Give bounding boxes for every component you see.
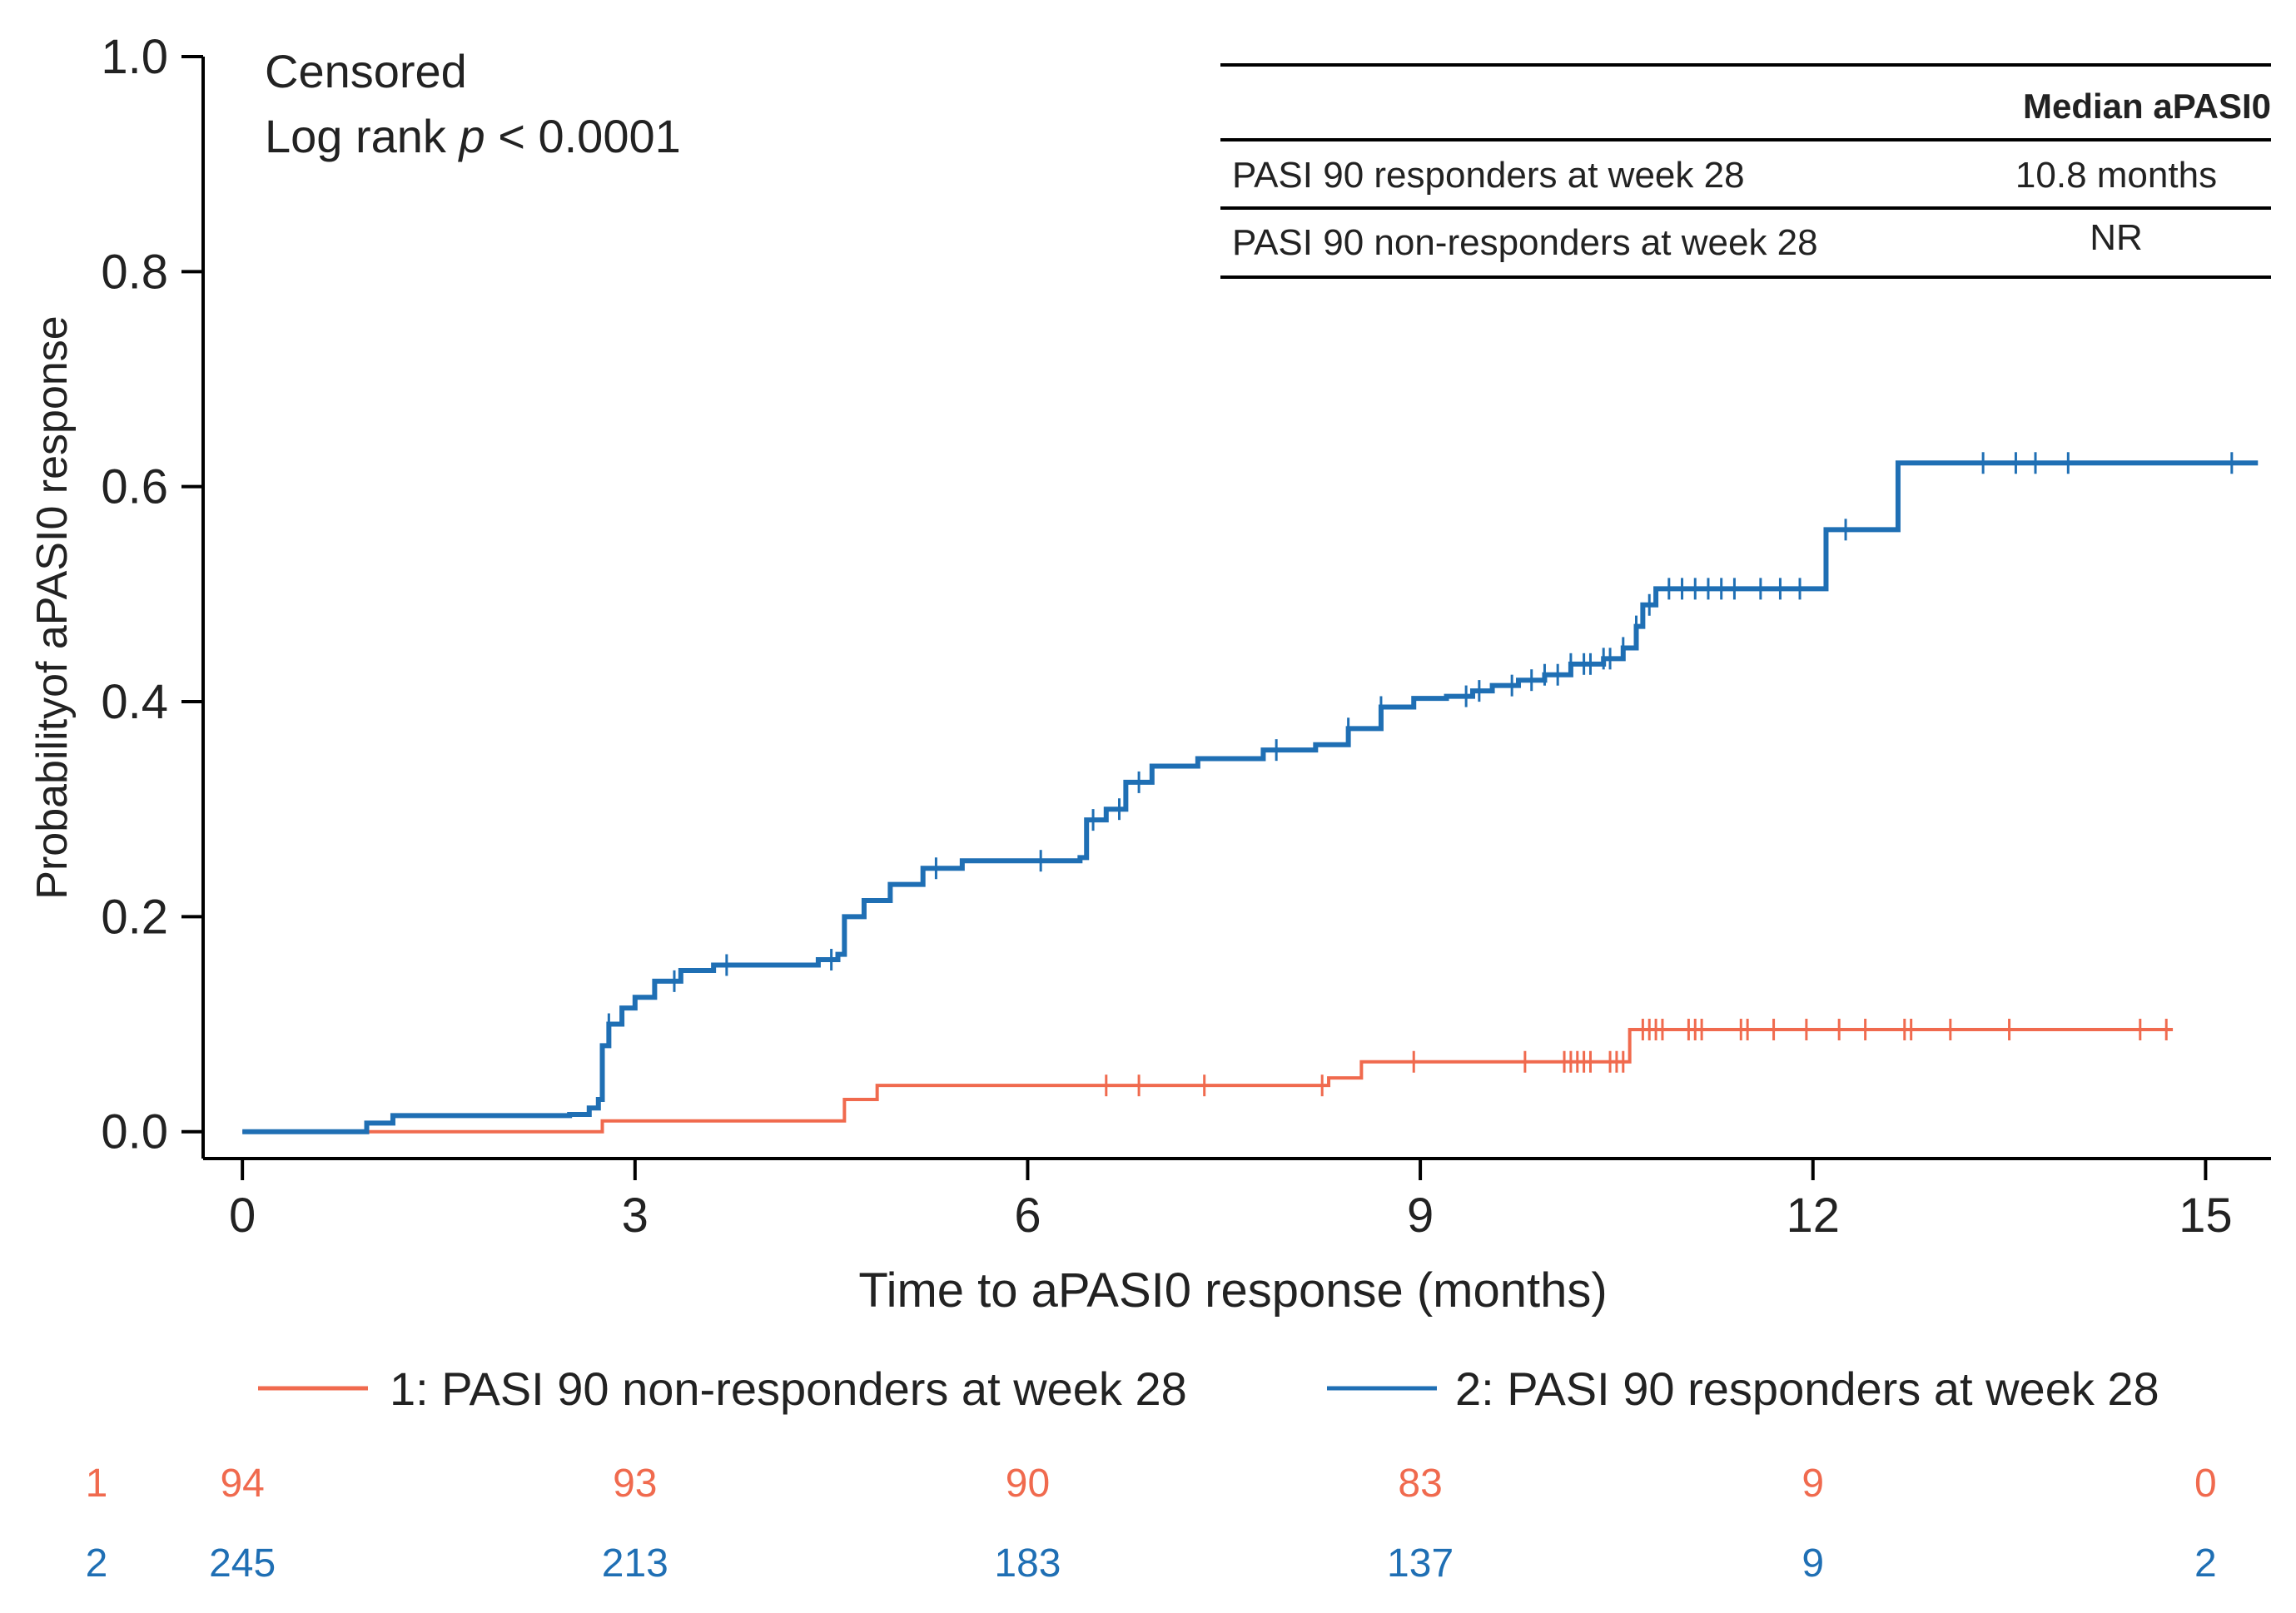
risk-count: 90 xyxy=(1006,1462,1050,1506)
censored-label: Censored xyxy=(265,45,467,97)
risk-count: 137 xyxy=(1387,1541,1454,1586)
y-tick-label: 0.6 xyxy=(101,460,168,514)
y-ticks: 0.0 0.2 0.4 0.6 0.8 1.0 xyxy=(101,30,203,1159)
risk-row-id: 2 xyxy=(86,1541,108,1586)
risk-count: 183 xyxy=(994,1541,1061,1586)
risk-count: 0 xyxy=(2194,1462,2217,1506)
logrank-prefix: Log rank xyxy=(265,110,460,162)
risk-count: 213 xyxy=(602,1541,668,1586)
x-tick-label: 6 xyxy=(1014,1189,1041,1243)
x-tick-label: 0 xyxy=(229,1189,256,1243)
y-tick-label: 0.8 xyxy=(101,245,168,299)
y-tick-label: 1.0 xyxy=(101,30,168,84)
risk-count: 245 xyxy=(209,1541,276,1586)
y-tick-label: 0.2 xyxy=(101,890,168,944)
risk-count: 2 xyxy=(2194,1541,2217,1586)
median-table: Median aPASI0 PASI 90 responders at week… xyxy=(1220,63,2271,279)
risk-count: 93 xyxy=(613,1462,657,1506)
curve-responders xyxy=(242,460,2259,1134)
legend: 1: PASI 90 non-responders at week 28 2: … xyxy=(258,1362,2159,1415)
table-row-1-label: PASI 90 responders at week 28 xyxy=(1232,155,1745,196)
logrank-value: < 0.0001 xyxy=(485,110,681,162)
curve-nonresponders xyxy=(242,1028,2174,1134)
x-tick-label: 12 xyxy=(1786,1189,1840,1243)
x-tick-label: 9 xyxy=(1407,1189,1434,1243)
x-tick-label: 3 xyxy=(622,1189,649,1243)
y-tick-label: 0.4 xyxy=(101,675,168,729)
table-row-2-label: PASI 90 non-responders at week 28 xyxy=(1232,222,1818,263)
x-axis-title: Time to aPASI0 response (months) xyxy=(858,1263,1607,1318)
risk-count: 9 xyxy=(1802,1462,1824,1506)
risk-row-id: 1 xyxy=(86,1462,108,1506)
table-row-2-value: NR xyxy=(2090,217,2143,258)
x-ticks: 0 3 6 9 12 15 xyxy=(229,1159,2233,1243)
risk-table: 1 94 93 90 83 9 02 245 213 183 137 9 2 xyxy=(86,1462,2217,1586)
logrank-p: p xyxy=(458,110,485,162)
risk-count: 94 xyxy=(220,1462,264,1506)
y-tick-label: 0.0 xyxy=(101,1105,168,1159)
legend-label-responders: 2: PASI 90 responders at week 28 xyxy=(1455,1362,2159,1415)
y-axis-title: Probabilityof aPASI0 response xyxy=(28,315,77,899)
legend-label-nonresponders: 1: PASI 90 non-responders at week 28 xyxy=(390,1362,1187,1415)
table-header: Median aPASI0 xyxy=(2023,87,2271,126)
logrank-label: Log rank p < 0.0001 xyxy=(265,110,681,162)
km-curves xyxy=(242,452,2259,1134)
x-tick-label: 15 xyxy=(2179,1189,2233,1243)
risk-count: 9 xyxy=(1802,1541,1824,1586)
risk-count: 83 xyxy=(1398,1462,1442,1506)
table-row-1-value: 10.8 months xyxy=(2015,155,2217,196)
